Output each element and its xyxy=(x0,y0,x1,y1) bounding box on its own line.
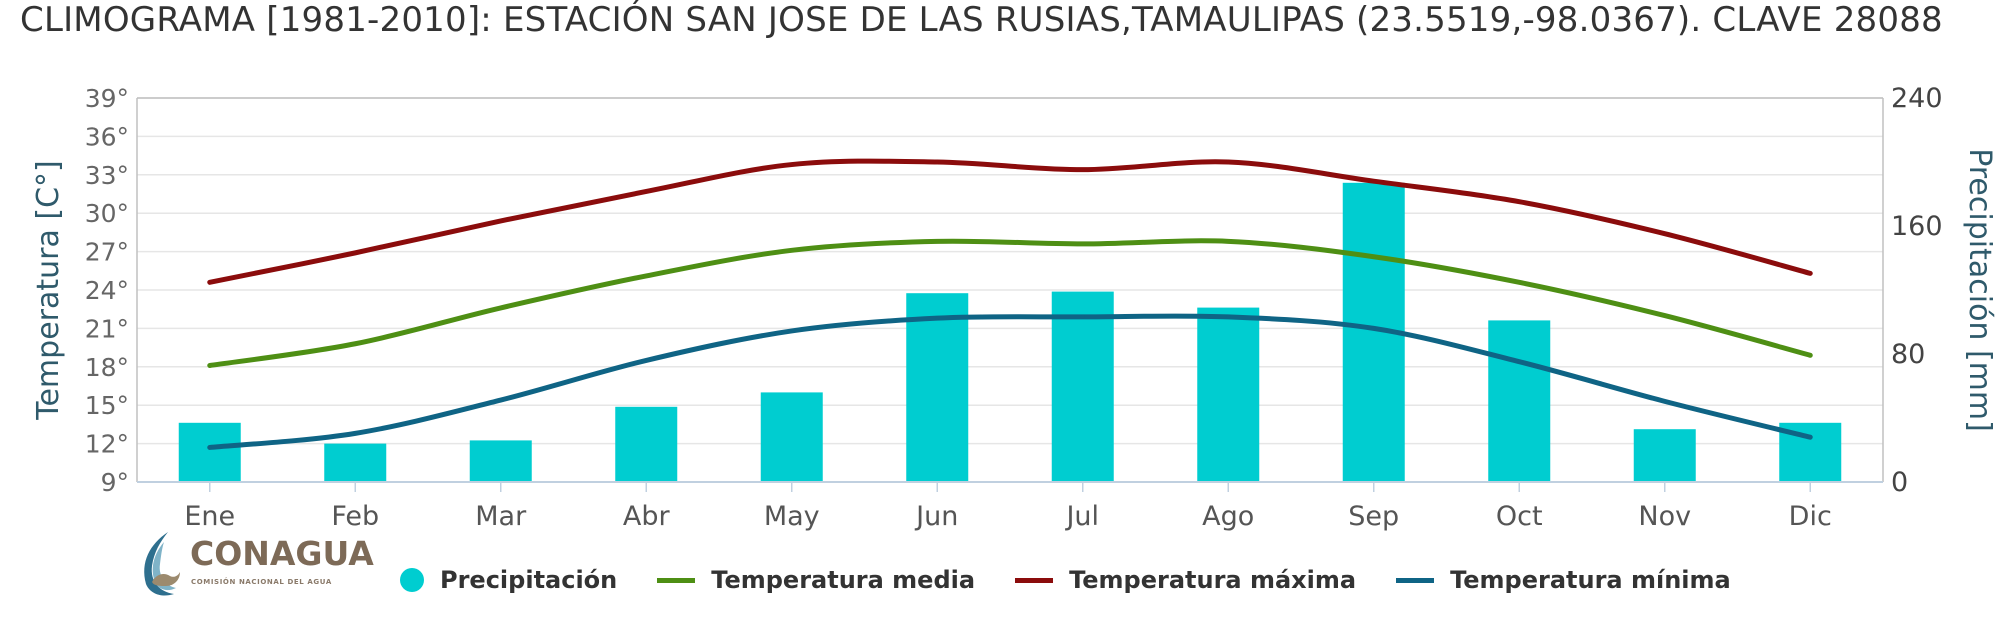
x-tick-label: Nov xyxy=(1638,501,1691,532)
logo-name: CONAGUA xyxy=(190,534,374,573)
precip-bar xyxy=(469,440,532,482)
line-point xyxy=(207,363,212,368)
x-tick-label: Ene xyxy=(184,501,235,532)
legend-label: Temperatura mínima xyxy=(1450,566,1731,594)
line-point xyxy=(353,431,358,436)
x-tick-label: Abr xyxy=(623,501,671,532)
y-left-tick-label: 33° xyxy=(85,161,129,190)
x-tick-label: May xyxy=(764,501,820,532)
precip-bar xyxy=(1051,291,1114,482)
legend-item-temperatura-media[interactable]: Temperatura media xyxy=(657,566,975,594)
line-temperatura-m-nima xyxy=(207,313,1813,450)
line-point xyxy=(1226,239,1231,244)
precip-bar xyxy=(178,422,241,482)
y-left-tick-label: 24° xyxy=(85,276,129,305)
y-left-tick-label: 15° xyxy=(85,391,129,420)
legend-label: Precipitación xyxy=(440,566,618,594)
precip-bar xyxy=(615,406,678,482)
line-point xyxy=(353,250,358,255)
line-point xyxy=(1662,399,1667,404)
line-point xyxy=(644,358,649,363)
precip-bar xyxy=(906,293,969,482)
line-point xyxy=(935,316,940,321)
line-point xyxy=(1808,353,1813,358)
legend-label: Temperatura máxima xyxy=(1069,566,1357,594)
line-point xyxy=(644,189,649,194)
line-point xyxy=(353,341,358,346)
precip-bar xyxy=(760,392,823,482)
legend-line-icon xyxy=(657,577,696,583)
legend-item-precipitacion[interactable]: Precipitación xyxy=(400,566,617,594)
precip-bar xyxy=(1633,429,1696,482)
x-tick-label: Mar xyxy=(475,501,527,532)
line-point xyxy=(498,305,503,310)
legend-item-temperatura-maxima[interactable]: Temperatura máxima xyxy=(1015,566,1356,594)
x-tick-label: Sep xyxy=(1348,501,1399,532)
x-tick-label: Jul xyxy=(1064,501,1099,532)
line-temperatura-media xyxy=(207,238,1813,369)
y-left-tick-label: 30° xyxy=(85,199,129,228)
line-point xyxy=(1662,231,1667,236)
y-right-tick-label: 0 xyxy=(1891,467,1908,498)
y-left-tick-label: 21° xyxy=(85,314,129,343)
line-point xyxy=(1662,313,1667,318)
legend-line-icon xyxy=(1396,577,1435,583)
y-left-tick-label: 39° xyxy=(85,84,129,113)
line-point xyxy=(498,398,503,403)
line-point xyxy=(935,239,940,244)
line-point xyxy=(789,162,794,167)
line-point xyxy=(1517,280,1522,285)
line-point xyxy=(1226,160,1231,164)
legend-line-icon xyxy=(1015,577,1054,583)
y-left-axis-title: Temperatura [C°] xyxy=(31,160,66,421)
line-point xyxy=(207,445,212,450)
precip-bar xyxy=(324,443,387,482)
y-left-tick-label: 36° xyxy=(85,122,129,151)
x-tick-label: Oct xyxy=(1496,501,1543,532)
legend-item-temperatura-minima[interactable]: Temperatura mínima xyxy=(1396,566,1731,594)
line-point xyxy=(1808,271,1813,276)
line-point xyxy=(935,160,940,164)
x-tick-label: Feb xyxy=(331,501,379,532)
y-left-tick-label: 12° xyxy=(85,430,129,459)
logo-subtitle: COMISIÓN NACIONAL DEL AGUA xyxy=(191,578,332,586)
line-point xyxy=(207,280,212,285)
line-point xyxy=(644,273,649,278)
line-point xyxy=(1226,314,1231,319)
line-point xyxy=(1517,359,1522,364)
line-point xyxy=(789,328,794,333)
y-right-tick-label: 160 xyxy=(1891,211,1943,242)
legend-label: Temperatura media xyxy=(711,566,976,594)
chart-title: CLIMOGRAMA [1981-2010]: ESTACIÓN SAN JOS… xyxy=(20,0,1943,40)
y-right-tick-label: 240 xyxy=(1891,83,1943,114)
line-temperatura-m-xima xyxy=(207,158,1813,285)
x-tick-label: Jun xyxy=(914,501,958,532)
line-point xyxy=(1808,435,1813,440)
line-point xyxy=(498,218,503,223)
precip-bar xyxy=(1488,320,1551,482)
y-left-tick-label: 18° xyxy=(85,353,129,382)
y-left-tick-label: 27° xyxy=(85,238,129,267)
x-tick-label: Ago xyxy=(1202,501,1254,532)
chart-legend: Precipitación Temperatura media Temperat… xyxy=(400,560,1771,600)
line-point xyxy=(1080,241,1085,246)
line-point xyxy=(1080,167,1085,172)
line-point xyxy=(1371,326,1376,331)
conagua-logo: CONAGUA COMISIÓN NACIONAL DEL AGUA xyxy=(138,528,374,600)
line-point xyxy=(1371,179,1376,184)
y-right-axis-title: Precipitación [mm] xyxy=(1962,148,1997,432)
line-point xyxy=(1517,199,1522,204)
line-point xyxy=(1371,254,1376,259)
precip-bar xyxy=(1197,307,1260,482)
y-left-tick-label: 9° xyxy=(101,468,129,497)
line-point xyxy=(1080,314,1085,319)
line-point xyxy=(789,248,794,253)
legend-dot-icon xyxy=(400,568,424,592)
x-tick-label: Dic xyxy=(1789,501,1832,532)
y-right-tick-label: 80 xyxy=(1891,339,1925,370)
conagua-emblem-icon xyxy=(144,532,180,596)
